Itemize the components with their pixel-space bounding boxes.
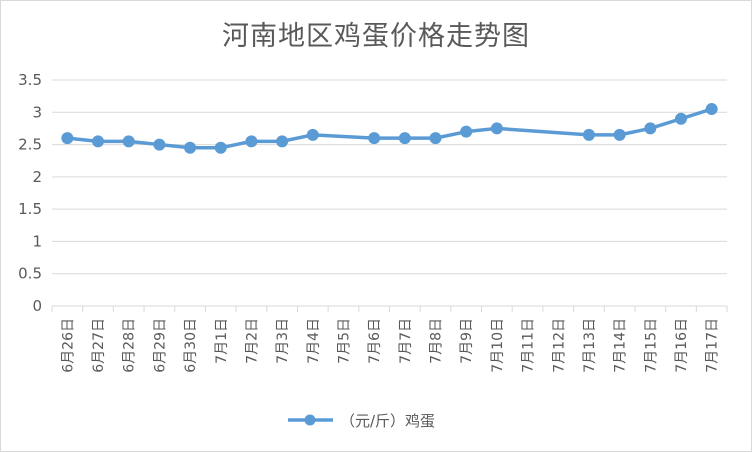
data-point [184, 141, 197, 154]
y-tick-label: 3 [32, 103, 42, 121]
y-tick-label: 2 [32, 168, 42, 186]
x-tick-label: 7月11日 [521, 318, 537, 373]
gridlines [52, 79, 727, 275]
x-tick-label: 7月13日 [582, 318, 598, 373]
data-point [460, 125, 473, 138]
data-point [398, 132, 411, 145]
x-tick-label: 7月7日 [398, 318, 414, 364]
x-tick-labels: 6月26日 6月27日 6月28日 6月29日 6月30日 7月1日 7月2日 7月3日 7月4… [60, 318, 720, 373]
y-tick-label: 0.5 [18, 265, 42, 283]
data-point [490, 122, 503, 135]
series-layer [61, 103, 718, 154]
data-point [61, 132, 74, 145]
x-tick-label: 7月4日 [306, 318, 322, 364]
x-tick-label: 7月8日 [429, 318, 445, 364]
data-point [613, 128, 626, 141]
legend: （元/斤）鸡蛋 [288, 412, 435, 430]
data-point [214, 141, 227, 154]
legend-marker-swatch [304, 414, 316, 426]
data-point [705, 103, 718, 116]
y-tick-label: 2.5 [18, 136, 42, 154]
x-tick-label: 7月15日 [643, 318, 659, 373]
data-point [306, 128, 319, 141]
x-tick-label: 7月17日 [705, 318, 721, 373]
legend-label: （元/斤）鸡蛋 [340, 412, 435, 430]
x-tick-label: 6月29日 [152, 318, 168, 373]
x-tick-label: 6月28日 [122, 318, 138, 373]
data-point [153, 138, 166, 151]
x-tick-label: 7月9日 [459, 318, 475, 364]
data-point [582, 128, 595, 141]
y-tick-label: 1.5 [18, 200, 42, 218]
data-point [429, 132, 442, 145]
x-tick-label: 7月10日 [490, 318, 506, 373]
x-tick-label: 7月14日 [613, 318, 629, 373]
x-tick-label: 6月27日 [91, 318, 107, 373]
data-point [92, 135, 105, 148]
data-point [122, 135, 135, 148]
data-point [245, 135, 258, 148]
y-tick-labels: 0 0.5 1 1.5 2 2.5 3 3.5 [18, 71, 42, 315]
axes [51, 305, 728, 312]
x-tick-label: 7月1日 [214, 318, 230, 364]
x-tick-label: 6月30日 [183, 318, 199, 373]
y-tick-label: 1 [32, 232, 42, 250]
x-tick-label: 7月12日 [551, 318, 567, 373]
x-tick-label: 7月3日 [275, 318, 291, 364]
data-point [644, 122, 657, 135]
x-tick-label: 7月2日 [244, 318, 260, 364]
y-tick-label: 0 [32, 297, 42, 315]
data-point [674, 112, 687, 125]
x-tick-label: 7月5日 [336, 318, 352, 364]
y-tick-label: 3.5 [18, 71, 42, 89]
data-point [368, 132, 381, 145]
chart-title: 河南地区鸡蛋价格走势图 [222, 21, 530, 52]
data-point [276, 135, 289, 148]
x-tick-label: 7月6日 [367, 318, 383, 364]
x-tick-label: 6月26日 [60, 318, 76, 373]
x-tick-label: 7月16日 [674, 318, 690, 373]
